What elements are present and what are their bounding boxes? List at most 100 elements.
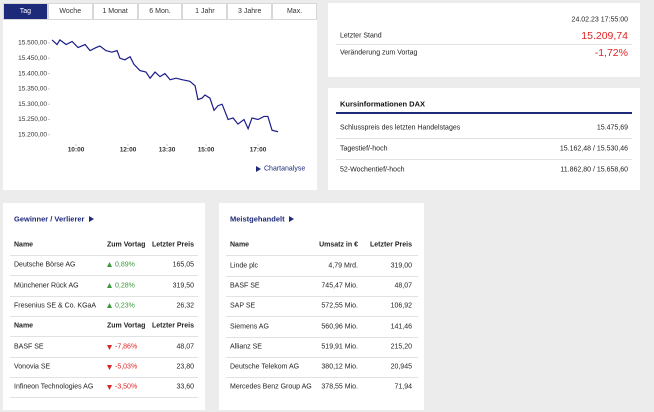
change: -3,50%: [115, 383, 138, 391]
y-tick-label: 15.250,00: [18, 116, 47, 123]
section-title: Kursinformationen DAX: [340, 99, 426, 109]
y-tick-label: 15.350,00: [18, 86, 47, 93]
price: 215,20: [390, 343, 412, 351]
price: 48,07: [176, 343, 194, 350]
price: 23,80: [176, 363, 194, 371]
stock-name: Vonovia SE: [14, 363, 51, 371]
price: 20,945: [390, 363, 412, 371]
arrow-icon: [107, 364, 112, 370]
tab[interactable]: Max.: [272, 3, 317, 20]
separator: [10, 295, 198, 297]
turnover: 560,96 Mio.: [321, 323, 358, 331]
separator: [10, 255, 198, 256]
separator: [10, 275, 198, 277]
price: 106,92: [390, 302, 412, 310]
column-header: Umsatz in €: [319, 241, 358, 249]
separator: [226, 276, 418, 277]
price: 141,46: [390, 323, 412, 331]
change: 0,28%: [115, 282, 135, 290]
y-tick-label: 15.500,00: [18, 40, 47, 47]
section-title[interactable]: Meistgehandelt: [230, 214, 285, 224]
arrow-icon: [89, 216, 94, 222]
stock-name: BASF SE: [14, 343, 44, 350]
turnover: 378,55 Mio.: [321, 383, 358, 391]
price-line: [51, 39, 279, 133]
stock-name: SAP SE: [230, 302, 256, 310]
separator: [226, 296, 418, 298]
separator: [226, 377, 418, 378]
quote-value: -1,72%: [594, 46, 628, 59]
quote-label: Veränderung zum Vortag: [340, 49, 418, 57]
column-header: Zum Vortag: [107, 241, 146, 249]
separator: [10, 336, 198, 338]
chart-link[interactable]: Chartanalyse: [264, 165, 306, 173]
stock-name: Infineon Technologies AG: [14, 383, 94, 391]
arrow-icon: [256, 166, 261, 172]
x-tick-label: 12:00: [120, 147, 137, 154]
most-traded-panel: [219, 203, 424, 410]
tab[interactable]: Tag: [3, 3, 48, 20]
x-tick-label: 15:00: [198, 147, 215, 154]
timestamp: 24.02.23 17:55:00: [571, 16, 628, 24]
separator: [226, 255, 418, 256]
price: 71,94: [394, 383, 412, 391]
column-header: Name: [14, 241, 34, 249]
separator: [336, 159, 632, 160]
price: 48,07: [394, 282, 412, 290]
info-label: Schlusspreis des letzten Handelstages: [340, 124, 461, 132]
stock-name: Allianz SE: [230, 343, 262, 351]
x-tick-label: 13:30: [159, 147, 176, 154]
column-header: Zum Vortag: [107, 322, 146, 330]
price: 319,00: [390, 262, 412, 270]
column-header: Name: [14, 322, 34, 330]
chart-panel: [3, 3, 317, 190]
price: 26,32: [176, 302, 194, 310]
change: 0,89%: [115, 261, 135, 269]
stock-name: Siemens AG: [230, 323, 269, 331]
y-tick-label: 15.300,00: [18, 101, 47, 108]
column-header: Letzter Preis: [151, 241, 194, 249]
separator: [10, 356, 198, 358]
column-header: Letzter Preis: [151, 322, 194, 330]
stock-name: Fresenius SE & Co. KGaA: [14, 302, 97, 310]
arrow-icon: [107, 344, 112, 350]
turnover: 572,55 Mio.: [321, 302, 358, 310]
turnover: 4,79 Mrd.: [328, 262, 358, 270]
arrow-icon: [107, 262, 112, 268]
price: 165,05: [172, 261, 194, 269]
separator: [10, 397, 198, 399]
quote-panel: [328, 3, 640, 77]
arrow-icon: [107, 385, 112, 391]
info-panel: [328, 88, 640, 190]
stock-name: BASF SE: [230, 282, 260, 290]
y-tick-label: 15.400,00: [18, 70, 47, 77]
x-tick-label: 17:00: [250, 147, 267, 154]
section-title[interactable]: Gewinner / Verlierer: [14, 214, 85, 224]
stock-name: Mercedes Benz Group AG: [230, 383, 312, 391]
info-label: 52-Wochentief/-hoch: [340, 166, 405, 174]
quote-value: 15.209,74: [581, 29, 628, 42]
change: -7,86%: [115, 343, 138, 350]
quote-label: Letzter Stand: [340, 32, 382, 40]
tab[interactable]: 6 Mon.: [137, 3, 183, 20]
tab[interactable]: 1 Jahr: [182, 3, 228, 20]
change: 0,23%: [115, 302, 135, 310]
y-tick-label: 15.450,00: [18, 55, 47, 62]
separator: [226, 356, 418, 358]
separator: [336, 112, 632, 114]
tab[interactable]: Woche: [47, 3, 93, 20]
y-tick-label: 15.200,00: [18, 132, 47, 139]
column-header: Letzter Preis: [369, 241, 412, 249]
tab[interactable]: 3 Jahre: [227, 3, 273, 20]
separator: [226, 336, 418, 338]
stock-name: Deutsche Börse AG: [14, 261, 76, 269]
turnover: 519,91 Mio.: [321, 343, 358, 351]
separator: [226, 316, 418, 318]
chart: 15.200,00 15.250,00 15.300,00 15.350,00 15.4…: [18, 39, 279, 154]
change: -5,03%: [115, 363, 138, 371]
stock-name: Deutsche Telekom AG: [230, 363, 300, 371]
stock-name: Münchener Rück AG: [14, 282, 79, 290]
separator: [10, 376, 198, 378]
tab[interactable]: 1 Monat: [92, 3, 138, 20]
